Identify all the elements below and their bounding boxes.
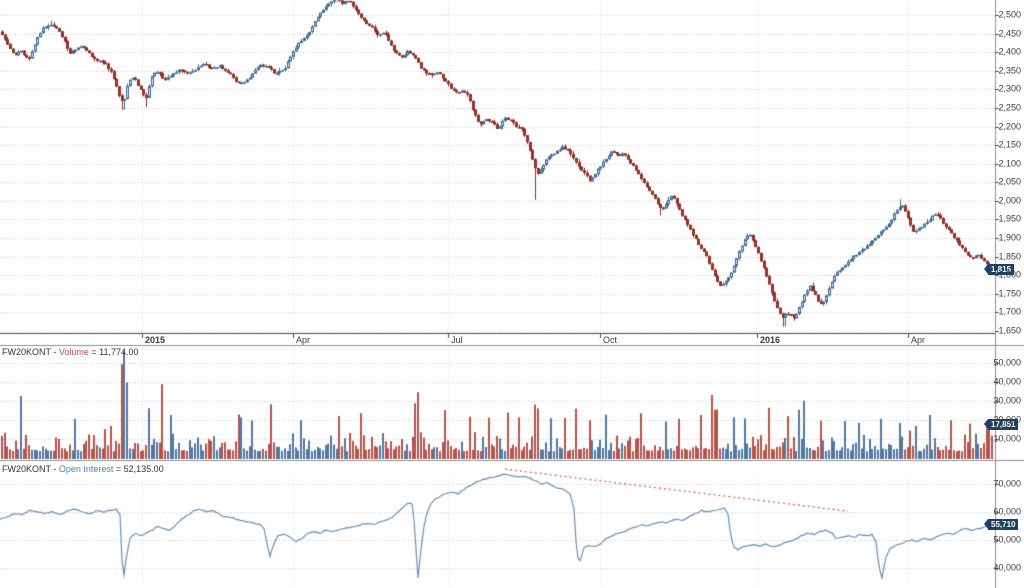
volume-tick-label: 10,000 [993,433,1021,444]
oi-last-value: 52,135.00 [123,464,164,474]
oi-series-name: Open Interest [58,464,114,474]
price-tick-label: 2,450 [998,28,1021,39]
volume-pane-symbol: FW20KONT [2,347,51,357]
x-tick-label: 2015 [145,335,166,345]
volume-tick-label: 40,000 [993,376,1021,387]
volume-tick-label: 20,000 [993,414,1021,425]
x-tick-label: 2016 [760,335,781,345]
badge-arrow-icon [984,264,988,274]
badge-arrow-icon [984,419,988,429]
volume-series-name: Volume [58,347,89,357]
volume-tick-label: 50,000 [993,357,1021,368]
volume-last-value: 11,774.00 [99,347,139,357]
price-tick-label: 2,200 [998,121,1021,132]
price-tick-label: 2,350 [998,65,1021,76]
volume-tick-label: 30,000 [993,395,1021,406]
badge-arrow-icon [984,519,988,529]
price-tick-label: 1,950 [998,213,1021,224]
price-tick-label: 1,900 [998,232,1021,243]
oi-tick-label: 70,000 [993,478,1021,489]
price-tick-label: 2,150 [998,139,1021,150]
x-tick-label: Apr [911,335,926,345]
x-tick-label: Apr [296,335,311,345]
price-tick-label: 2,000 [998,195,1021,206]
price-tick-label: 2,050 [998,176,1021,187]
price-tick-label: 2,100 [998,158,1021,169]
oi-pane-symbol: FW20KONT [2,464,51,474]
oi-tick-label: 50,000 [993,534,1021,545]
x-tick-label: Oct [603,335,618,345]
price-tick-label: 2,400 [998,46,1021,57]
x-tick-label: Jul [451,335,463,345]
oi-tick-label: 40,000 [993,562,1021,573]
oi-pane-label: FW20KONT - Open Interest = 52,135.00 [2,464,164,474]
volume-pane-label: FW20KONT - Volume = 11,774.00 [2,347,139,357]
price-tick-label: 1,650 [998,325,1021,336]
price-tick-label: 2,300 [998,83,1021,94]
price-tick-label: 1,850 [998,251,1021,262]
price-last-badge: 1,815 [984,264,1015,275]
price-tick-label: 2,500 [998,9,1021,20]
price-tick-label: 1,800 [998,269,1021,280]
oi-tick-label: 60,000 [993,506,1021,517]
price-tick-label: 2,250 [998,102,1021,113]
oi-last-badge: 55,710 [984,519,1019,530]
volume-last-badge: 17,851 [984,419,1019,430]
price-tick-label: 1,750 [998,288,1021,299]
price-tick-label: 1,700 [998,306,1021,317]
